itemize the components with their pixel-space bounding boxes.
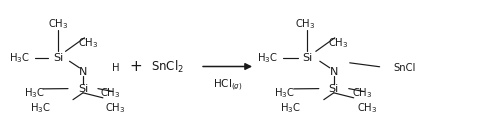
Text: Si: Si — [328, 84, 339, 94]
Text: CH$_3$: CH$_3$ — [294, 17, 315, 31]
Text: H$_3$C: H$_3$C — [24, 87, 45, 100]
Text: Si: Si — [302, 53, 312, 63]
Text: H$_3$C: H$_3$C — [280, 101, 300, 115]
Text: H$_3$C: H$_3$C — [257, 51, 278, 65]
Text: H$_3$C: H$_3$C — [30, 101, 51, 115]
Text: SnCl: SnCl — [394, 63, 416, 73]
Text: CH$_3$: CH$_3$ — [357, 101, 378, 115]
Text: CH$_3$: CH$_3$ — [105, 101, 126, 115]
Text: H: H — [112, 63, 119, 73]
Text: CH$_3$: CH$_3$ — [100, 87, 120, 100]
Text: HCl$_{(g)}$: HCl$_{(g)}$ — [212, 78, 242, 93]
Text: H$_3$C: H$_3$C — [274, 87, 294, 100]
Text: Si: Si — [78, 84, 88, 94]
Text: +: + — [129, 59, 141, 74]
Text: CH$_3$: CH$_3$ — [352, 87, 372, 100]
Text: CH$_3$: CH$_3$ — [48, 17, 68, 31]
Text: CH$_3$: CH$_3$ — [328, 37, 349, 50]
Text: SnCl$_2$: SnCl$_2$ — [152, 58, 184, 75]
Text: N: N — [79, 67, 87, 77]
Text: N: N — [330, 67, 338, 77]
Text: H$_3$C: H$_3$C — [10, 51, 30, 65]
Text: Si: Si — [53, 53, 63, 63]
Text: CH$_3$: CH$_3$ — [78, 37, 98, 50]
